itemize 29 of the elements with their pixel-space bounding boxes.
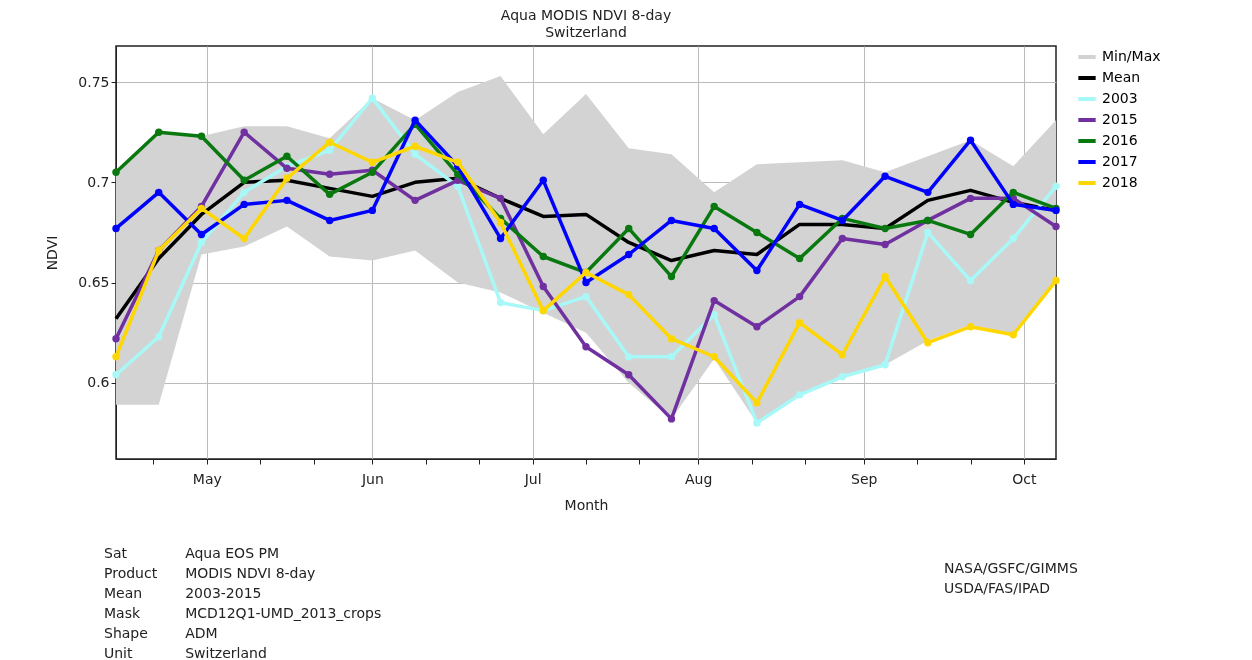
text: Shape ADM <box>104 625 218 641</box>
x-tick-label: Aug <box>684 470 713 487</box>
x-tick-label: May <box>192 470 222 487</box>
text: Unit Switzerland <box>104 645 267 660</box>
text: Sat Aqua EOS PM <box>104 545 279 561</box>
x-tick-label: Oct <box>1012 470 1038 487</box>
y-axis-title: NDVI <box>44 235 61 271</box>
y-tick-label: 0.6 <box>87 374 110 391</box>
chart-title: Aqua MODIS NDVI 8-day <box>500 7 672 23</box>
legend-label: 2018 <box>1102 174 1138 190</box>
x-tick-label: Jun <box>360 470 384 487</box>
x-tick-label: Jul <box>523 470 542 487</box>
text: Product MODIS NDVI 8-day <box>104 565 316 581</box>
y-tick-label: 0.7 <box>87 173 110 190</box>
legend-label: 2015 <box>1102 111 1138 127</box>
text: USDA/FAS/IPAD <box>944 579 1051 598</box>
legend-label: 2016 <box>1102 132 1138 148</box>
text: NASA/GSFC/GIMMS <box>944 559 1078 578</box>
legend-label: Mean <box>1102 69 1141 85</box>
legend-label: 2017 <box>1102 153 1138 169</box>
legend-label: 2003 <box>1102 90 1138 106</box>
chart-subtitle: Switzerland <box>545 24 627 40</box>
text: Mask MCD12Q1-UMD_2013_crops <box>104 605 382 621</box>
y-tick-label: 0.65 <box>78 274 110 291</box>
x-tick-label: Sep <box>851 470 878 487</box>
legend-label: Min/Max <box>1102 48 1161 64</box>
x-axis-title: Month <box>564 496 609 513</box>
text: Mean 2003-2015 <box>104 585 262 601</box>
y-tick-label: 0.75 <box>78 73 110 90</box>
